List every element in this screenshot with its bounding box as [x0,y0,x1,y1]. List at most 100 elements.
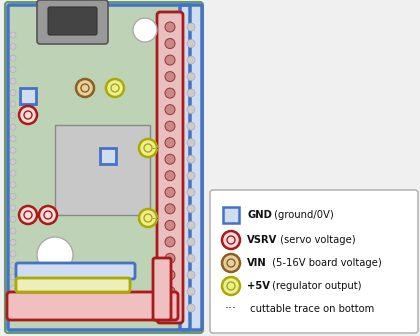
Circle shape [139,139,157,157]
Circle shape [187,139,195,147]
Circle shape [10,55,16,61]
Circle shape [187,304,195,312]
Bar [100,148,116,164]
Text: +5V: +5V [247,281,270,291]
Circle shape [10,274,16,280]
Circle shape [165,303,175,313]
Circle shape [165,88,175,98]
Text: (ground/0V): (ground/0V) [271,210,334,220]
Circle shape [187,205,195,213]
Circle shape [165,22,175,32]
Circle shape [187,188,195,196]
Circle shape [165,72,175,82]
Circle shape [187,221,195,229]
Circle shape [24,111,32,119]
Circle shape [10,32,16,38]
Text: ···: ··· [225,302,237,316]
Circle shape [144,144,152,152]
Circle shape [10,286,16,291]
Circle shape [187,155,195,163]
Circle shape [10,90,16,96]
Bar [20,88,36,104]
Circle shape [165,121,175,131]
Circle shape [10,297,16,303]
Circle shape [165,39,175,48]
Circle shape [10,44,16,49]
FancyBboxPatch shape [5,2,203,333]
Circle shape [139,209,157,227]
Text: VIN: VIN [247,258,267,268]
FancyBboxPatch shape [37,0,108,44]
Text: ···: ··· [151,145,159,155]
Text: (servo voltage): (servo voltage) [277,235,356,245]
Circle shape [10,113,16,119]
Circle shape [165,55,175,65]
Circle shape [10,193,16,199]
Circle shape [222,277,240,295]
Circle shape [165,287,175,296]
Circle shape [111,84,119,92]
Circle shape [187,238,195,246]
Circle shape [187,40,195,47]
Circle shape [187,56,195,64]
Circle shape [10,228,16,234]
Circle shape [10,159,16,165]
Circle shape [19,106,37,124]
Circle shape [106,79,124,97]
Circle shape [222,231,240,249]
FancyBboxPatch shape [16,263,135,279]
FancyBboxPatch shape [210,190,418,333]
FancyBboxPatch shape [10,7,198,328]
Circle shape [144,214,152,222]
Circle shape [165,171,175,181]
FancyBboxPatch shape [157,12,183,323]
Circle shape [10,239,16,245]
Circle shape [165,204,175,214]
Circle shape [10,101,16,107]
Bar [55,125,150,215]
Circle shape [10,67,16,73]
Circle shape [165,270,175,280]
Circle shape [44,211,52,219]
Circle shape [187,23,195,31]
Circle shape [165,237,175,247]
Circle shape [187,73,195,81]
Circle shape [165,104,175,115]
Circle shape [19,206,37,224]
Circle shape [187,254,195,262]
Circle shape [187,288,195,295]
Circle shape [37,237,73,273]
FancyBboxPatch shape [16,278,130,292]
Circle shape [10,182,16,188]
Circle shape [10,78,16,84]
Circle shape [10,147,16,153]
Circle shape [81,84,89,92]
Circle shape [187,89,195,97]
Text: VSRV: VSRV [247,235,277,245]
Circle shape [10,262,16,268]
Bar [223,207,239,223]
Text: GND: GND [247,210,272,220]
FancyBboxPatch shape [48,7,97,35]
Circle shape [187,122,195,130]
Circle shape [222,254,240,272]
Text: ···: ··· [151,215,159,224]
Circle shape [10,216,16,222]
Circle shape [10,251,16,257]
Circle shape [24,211,32,219]
Circle shape [165,220,175,230]
Circle shape [187,106,195,114]
Circle shape [76,79,94,97]
Circle shape [165,187,175,197]
Circle shape [10,205,16,211]
Circle shape [187,172,195,180]
Circle shape [165,138,175,148]
Text: (5-16V board voltage): (5-16V board voltage) [269,258,382,268]
Circle shape [10,170,16,176]
FancyBboxPatch shape [7,292,178,320]
Circle shape [227,236,235,244]
Circle shape [165,154,175,164]
Circle shape [187,271,195,279]
FancyBboxPatch shape [153,258,171,320]
Circle shape [227,282,235,290]
